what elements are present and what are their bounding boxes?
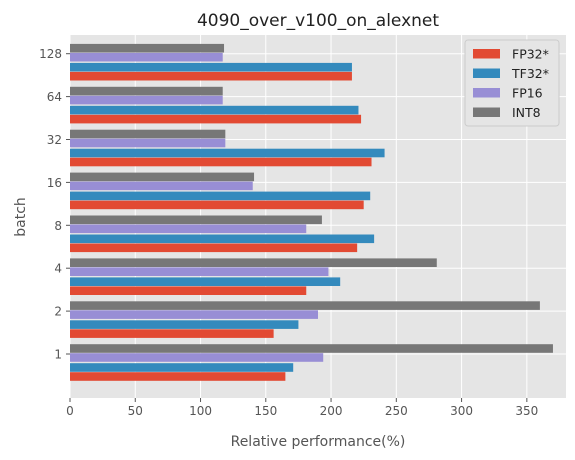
bar-fp32-batch-32 bbox=[70, 157, 372, 167]
bar-tf32-batch-1 bbox=[70, 363, 294, 372]
bar-fp16-batch-2 bbox=[70, 310, 318, 319]
bar-tf32-batch-8 bbox=[70, 234, 375, 244]
bar-tf32-batch-64 bbox=[70, 105, 359, 115]
legend: FP32* TF32* FP16 INT8 bbox=[464, 39, 560, 127]
bar-fp16-batch-16 bbox=[70, 181, 253, 191]
bar-tf32-batch-128 bbox=[70, 62, 352, 72]
x-tick-label: 50 bbox=[128, 404, 143, 418]
bar-tf32-batch-2 bbox=[70, 320, 299, 329]
y-tick-label: 128 bbox=[39, 47, 62, 61]
chart-title: 4090_over_v100_on_alexnet bbox=[197, 11, 439, 31]
legend-swatch bbox=[473, 88, 500, 98]
bar-fp32-batch-4 bbox=[70, 286, 307, 295]
bar-int8-batch-128 bbox=[70, 43, 225, 53]
y-tick-label: 16 bbox=[47, 176, 62, 190]
bar-fp32-batch-128 bbox=[70, 71, 352, 81]
y-tick-label: 1 bbox=[54, 348, 62, 362]
bar-int8-batch-8 bbox=[70, 215, 322, 225]
bar-fp16-batch-4 bbox=[70, 267, 329, 276]
legend-label: FP16 bbox=[512, 86, 543, 101]
x-axis-ticks: 0 50 100 150 200 250 300 350 bbox=[66, 398, 538, 418]
legend-swatch bbox=[473, 107, 500, 117]
bar-fp32-batch-2 bbox=[70, 329, 274, 338]
bar-int8-batch-16 bbox=[70, 172, 255, 182]
x-tick-label: 200 bbox=[320, 404, 343, 418]
x-tick-label: 100 bbox=[189, 404, 212, 418]
y-tick-label: 8 bbox=[54, 219, 62, 233]
bar-int8-batch-64 bbox=[70, 86, 223, 96]
bar-fp16-batch-1 bbox=[70, 353, 324, 362]
bar-int8-batch-32 bbox=[70, 129, 226, 139]
y-axis-ticks: 1 2 4 8 16 32 64 128 bbox=[39, 47, 70, 362]
x-tick-label: 250 bbox=[385, 404, 408, 418]
bar-fp16-batch-32 bbox=[70, 138, 226, 148]
y-tick-label: 64 bbox=[47, 90, 62, 104]
bar-int8-batch-1 bbox=[70, 344, 553, 353]
legend-swatch bbox=[473, 49, 500, 59]
bar-fp32-batch-1 bbox=[70, 372, 286, 381]
x-axis-label: Relative performance(%) bbox=[231, 434, 406, 450]
bar-fp32-batch-16 bbox=[70, 200, 364, 210]
y-tick-label: 2 bbox=[54, 305, 62, 319]
bar-tf32-batch-16 bbox=[70, 191, 371, 201]
legend-label: TF32* bbox=[511, 66, 549, 81]
bar-tf32-batch-4 bbox=[70, 277, 341, 286]
legend-label: INT8 bbox=[512, 105, 541, 120]
bar-fp16-batch-8 bbox=[70, 224, 307, 234]
bar-int8-batch-4 bbox=[70, 258, 437, 267]
legend-label: FP32* bbox=[512, 47, 549, 62]
bar-fp32-batch-64 bbox=[70, 114, 362, 124]
y-tick-label: 4 bbox=[54, 262, 62, 276]
bar-fp16-batch-64 bbox=[70, 95, 223, 105]
bar-fp32-batch-8 bbox=[70, 243, 358, 253]
bar-int8-batch-2 bbox=[70, 301, 540, 310]
bar-tf32-batch-32 bbox=[70, 148, 385, 158]
y-tick-label: 32 bbox=[47, 133, 62, 147]
x-tick-label: 150 bbox=[254, 404, 277, 418]
bar-fp16-batch-128 bbox=[70, 52, 223, 62]
legend-frame bbox=[464, 39, 560, 127]
bars bbox=[70, 43, 553, 381]
x-tick-label: 350 bbox=[515, 404, 538, 418]
x-tick-label: 0 bbox=[66, 404, 74, 418]
legend-swatch bbox=[473, 68, 500, 78]
x-tick-label: 300 bbox=[450, 404, 473, 418]
y-axis-label: batch bbox=[13, 197, 29, 237]
